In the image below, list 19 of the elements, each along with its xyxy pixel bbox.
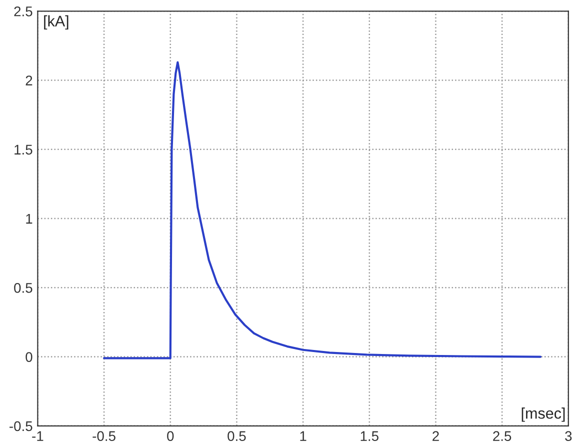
y-tick-label: 0 <box>26 352 32 362</box>
x-axis-title: [msec] <box>522 408 565 422</box>
line-series <box>102 61 542 360</box>
y-tick-label: 2 <box>26 76 32 86</box>
x-tick-label: -0.5 <box>92 431 116 441</box>
x-tick-label: -1 <box>32 431 44 441</box>
x-tick-label: 1.5 <box>360 431 378 441</box>
x-tick-label: 3 <box>565 431 572 441</box>
y-tick-label: 1.5 <box>14 144 32 155</box>
y-tick-label: 1 <box>26 214 32 224</box>
x-tick-label: 1 <box>300 431 306 441</box>
y-axis-title: [kA] <box>44 15 68 30</box>
y-tick-label: 2.5 <box>14 6 32 16</box>
x-tick-label: 0 <box>167 431 174 441</box>
x-tick-label: 2 <box>432 431 439 441</box>
x-tick-label: 0.5 <box>228 431 246 441</box>
x-tick-label: 2.5 <box>493 431 512 441</box>
y-tick-label: -0.5 <box>10 421 32 432</box>
y-tick-label: 0.5 <box>14 283 32 293</box>
